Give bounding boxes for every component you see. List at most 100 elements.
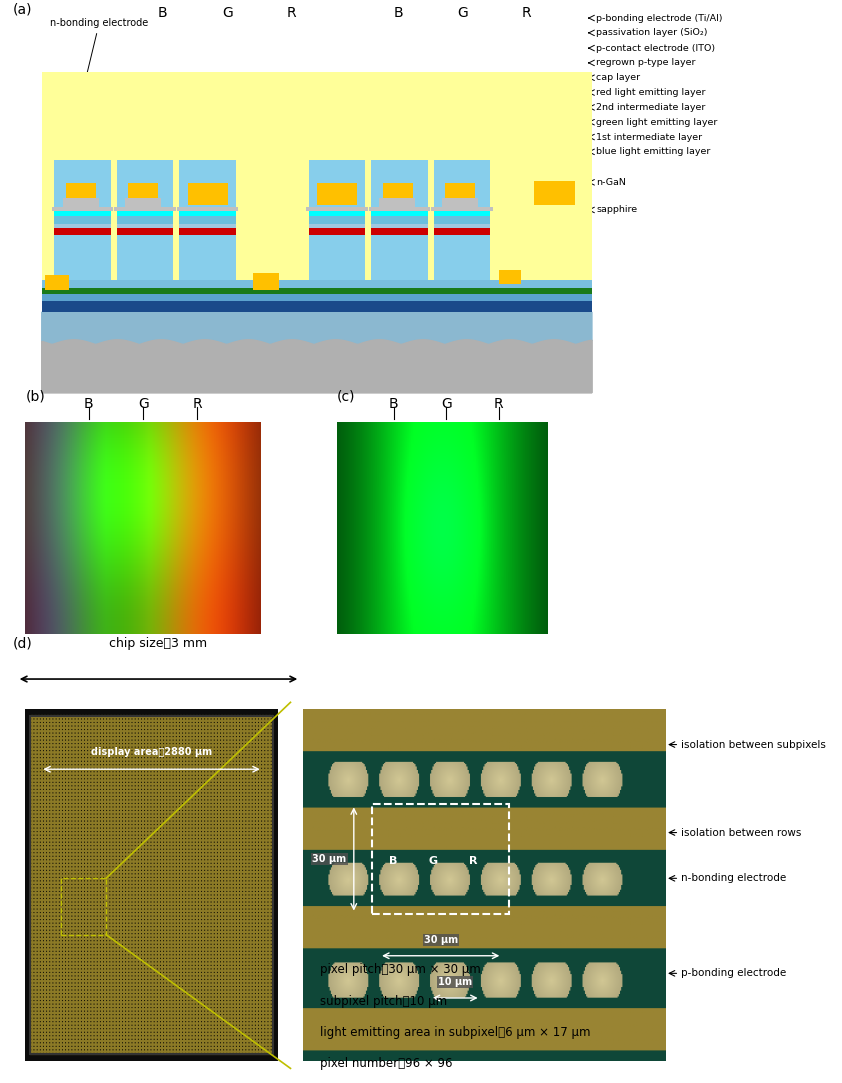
Polygon shape [320,312,322,342]
Polygon shape [305,312,306,342]
Polygon shape [66,312,67,341]
Text: passivation layer (SiO₂): passivation layer (SiO₂) [596,28,707,37]
Polygon shape [435,312,437,342]
Polygon shape [351,312,353,343]
Polygon shape [216,312,218,342]
Polygon shape [544,312,546,341]
Polygon shape [478,312,480,342]
Polygon shape [373,312,375,340]
Polygon shape [424,312,426,340]
Polygon shape [469,312,471,340]
Polygon shape [185,312,187,343]
Bar [434,217,490,223]
Bar [42,301,592,312]
Polygon shape [88,312,89,342]
Polygon shape [393,312,395,342]
Polygon shape [334,312,336,340]
Polygon shape [258,312,261,341]
Polygon shape [583,312,584,342]
Polygon shape [349,312,351,342]
Polygon shape [42,340,592,393]
Polygon shape [241,312,242,340]
Polygon shape [417,312,419,340]
Polygon shape [97,312,99,344]
Polygon shape [440,312,441,343]
Bar [383,183,413,198]
Polygon shape [233,312,235,342]
Text: 10 μm: 10 μm [438,978,472,988]
Bar [42,73,592,280]
Polygon shape [498,312,500,341]
Bar [445,183,475,198]
Bar [308,160,365,280]
Bar [434,160,490,280]
Polygon shape [290,312,292,340]
Polygon shape [581,312,583,343]
Polygon shape [78,312,80,340]
Polygon shape [590,312,592,340]
Polygon shape [187,312,189,343]
Text: B: B [389,397,398,412]
Polygon shape [404,312,406,343]
Polygon shape [382,312,384,340]
Polygon shape [500,312,502,341]
Polygon shape [134,312,136,343]
Polygon shape [171,312,173,341]
Polygon shape [555,312,557,340]
Bar [371,223,428,229]
Polygon shape [292,312,294,340]
Polygon shape [207,312,209,340]
Polygon shape [112,312,114,340]
Polygon shape [489,312,491,344]
Bar [434,211,490,217]
Polygon shape [75,312,77,340]
Polygon shape [60,312,62,342]
Text: (a): (a) [13,2,32,16]
Bar [308,217,365,223]
Polygon shape [465,312,466,340]
Polygon shape [542,312,544,341]
Polygon shape [322,312,323,342]
Polygon shape [360,312,362,343]
Polygon shape [412,312,413,341]
Text: blue light emitting layer: blue light emitting layer [596,147,711,156]
Polygon shape [286,312,288,340]
Polygon shape [56,312,58,343]
Polygon shape [553,312,555,340]
Polygon shape [419,312,421,340]
Polygon shape [195,312,196,341]
Bar [117,217,173,223]
Bar [54,217,111,223]
Polygon shape [121,312,123,340]
Polygon shape [139,312,141,344]
Polygon shape [308,312,311,343]
Text: n-GaN: n-GaN [596,178,626,187]
Polygon shape [340,312,342,340]
Polygon shape [215,312,216,341]
Polygon shape [399,312,401,344]
Polygon shape [487,312,489,344]
Polygon shape [480,312,482,342]
Polygon shape [163,312,165,340]
Polygon shape [182,312,184,344]
Bar [42,280,592,288]
Polygon shape [548,312,550,340]
Polygon shape [72,312,73,340]
Polygon shape [152,312,154,341]
Polygon shape [202,312,204,340]
Bar [54,223,111,229]
Polygon shape [519,312,520,341]
Polygon shape [413,312,415,341]
Bar [188,183,227,205]
Text: isolation between rows: isolation between rows [58,203,171,243]
Polygon shape [209,312,211,340]
Polygon shape [283,312,285,341]
Text: n-bonding electrode: n-bonding electrode [51,18,148,84]
Polygon shape [344,312,345,341]
Polygon shape [270,312,272,344]
Polygon shape [314,312,316,344]
Polygon shape [386,312,387,341]
Polygon shape [524,312,525,342]
Polygon shape [49,312,51,344]
Polygon shape [147,312,148,342]
